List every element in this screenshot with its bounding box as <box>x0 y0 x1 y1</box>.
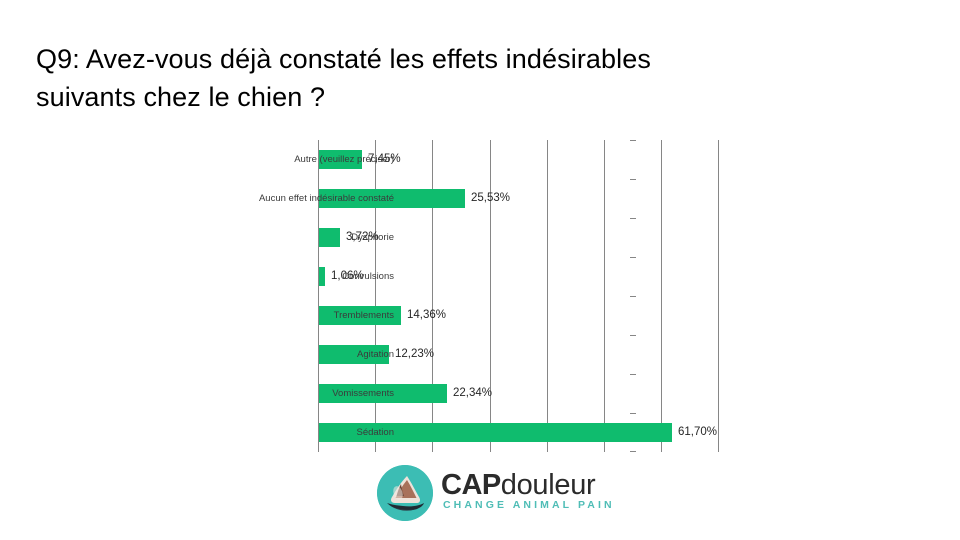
category-label: Autre (veuillez préciser) <box>294 154 394 165</box>
chart-row: 1,06% Convulsions <box>318 267 718 286</box>
logo-name-light: douleur <box>500 469 596 501</box>
logo-name-bold: CAP <box>441 469 501 501</box>
category-tick <box>630 374 636 375</box>
bar-value-label: 3,72% <box>346 231 379 243</box>
page-title: Q9: Avez-vous déjà constaté les effets i… <box>36 44 651 112</box>
bar-value-label: 25,53% <box>471 192 511 204</box>
chart-row: 12,23% Agitation <box>318 345 718 364</box>
logo-wordmark: CAPdouleur <box>441 469 596 501</box>
bar <box>319 423 672 442</box>
logo-paw-dog-icon <box>377 465 433 521</box>
gridline <box>604 140 605 452</box>
capdouleur-logo: CAPdouleur CHANGE ANIMAL PAIN <box>377 463 612 525</box>
category-tick <box>630 257 636 258</box>
gridline <box>432 140 433 452</box>
gridline <box>490 140 491 452</box>
category-tick <box>630 296 636 297</box>
bar <box>319 384 447 403</box>
category-label: Vomissements <box>332 388 394 399</box>
gridline <box>718 140 719 452</box>
bar-value-label: 7,45% <box>368 153 401 165</box>
bar <box>319 150 362 169</box>
category-label: Tremblements <box>333 310 394 321</box>
bar-value-label: 22,34% <box>453 387 493 399</box>
bar-value-label: 61,70% <box>678 426 718 438</box>
category-label: Agitation <box>357 349 394 360</box>
gridline <box>375 140 376 452</box>
category-tick <box>630 179 636 180</box>
bar-chart: 7,45% Autre (veuillez préciser) 25,53% Aucu… <box>0 130 960 460</box>
bar-value-label: 1,06% <box>331 270 364 282</box>
category-label: Convulsions <box>342 271 394 282</box>
bar <box>319 189 465 208</box>
bar <box>319 228 340 247</box>
category-tick <box>630 140 636 141</box>
bar-value-label: 14,36% <box>407 309 447 321</box>
logo-tagline: CHANGE ANIMAL PAIN <box>443 499 615 511</box>
chart-row: 3,72% Dysphorie <box>318 228 718 247</box>
bar <box>319 345 389 364</box>
chart-row: 25,53% Aucun effet indésirable constaté <box>259 189 718 208</box>
category-tick <box>630 451 636 452</box>
plot-area: 7,45% Autre (veuillez préciser) 25,53% Aucu… <box>259 140 719 452</box>
chart-row: 61,70% Sédation <box>318 423 718 442</box>
bar <box>319 267 325 286</box>
gridline <box>547 140 548 452</box>
chart-row: 7,45% Autre (veuillez préciser) <box>294 150 718 169</box>
value-axis-line <box>318 140 319 452</box>
bar-value-label: 12,23% <box>395 348 435 360</box>
category-tick <box>630 335 636 336</box>
gridline <box>661 140 662 452</box>
category-label: Sédation <box>356 427 394 438</box>
category-tick <box>630 413 636 414</box>
chart-row: 14,36% Tremblements <box>318 306 718 325</box>
category-label: Dysphorie <box>351 232 394 243</box>
bar <box>319 306 401 325</box>
category-tick <box>630 218 636 219</box>
chart-row: 22,34% Vomissements <box>318 384 718 403</box>
category-label: Aucun effet indésirable constaté <box>258 193 394 204</box>
